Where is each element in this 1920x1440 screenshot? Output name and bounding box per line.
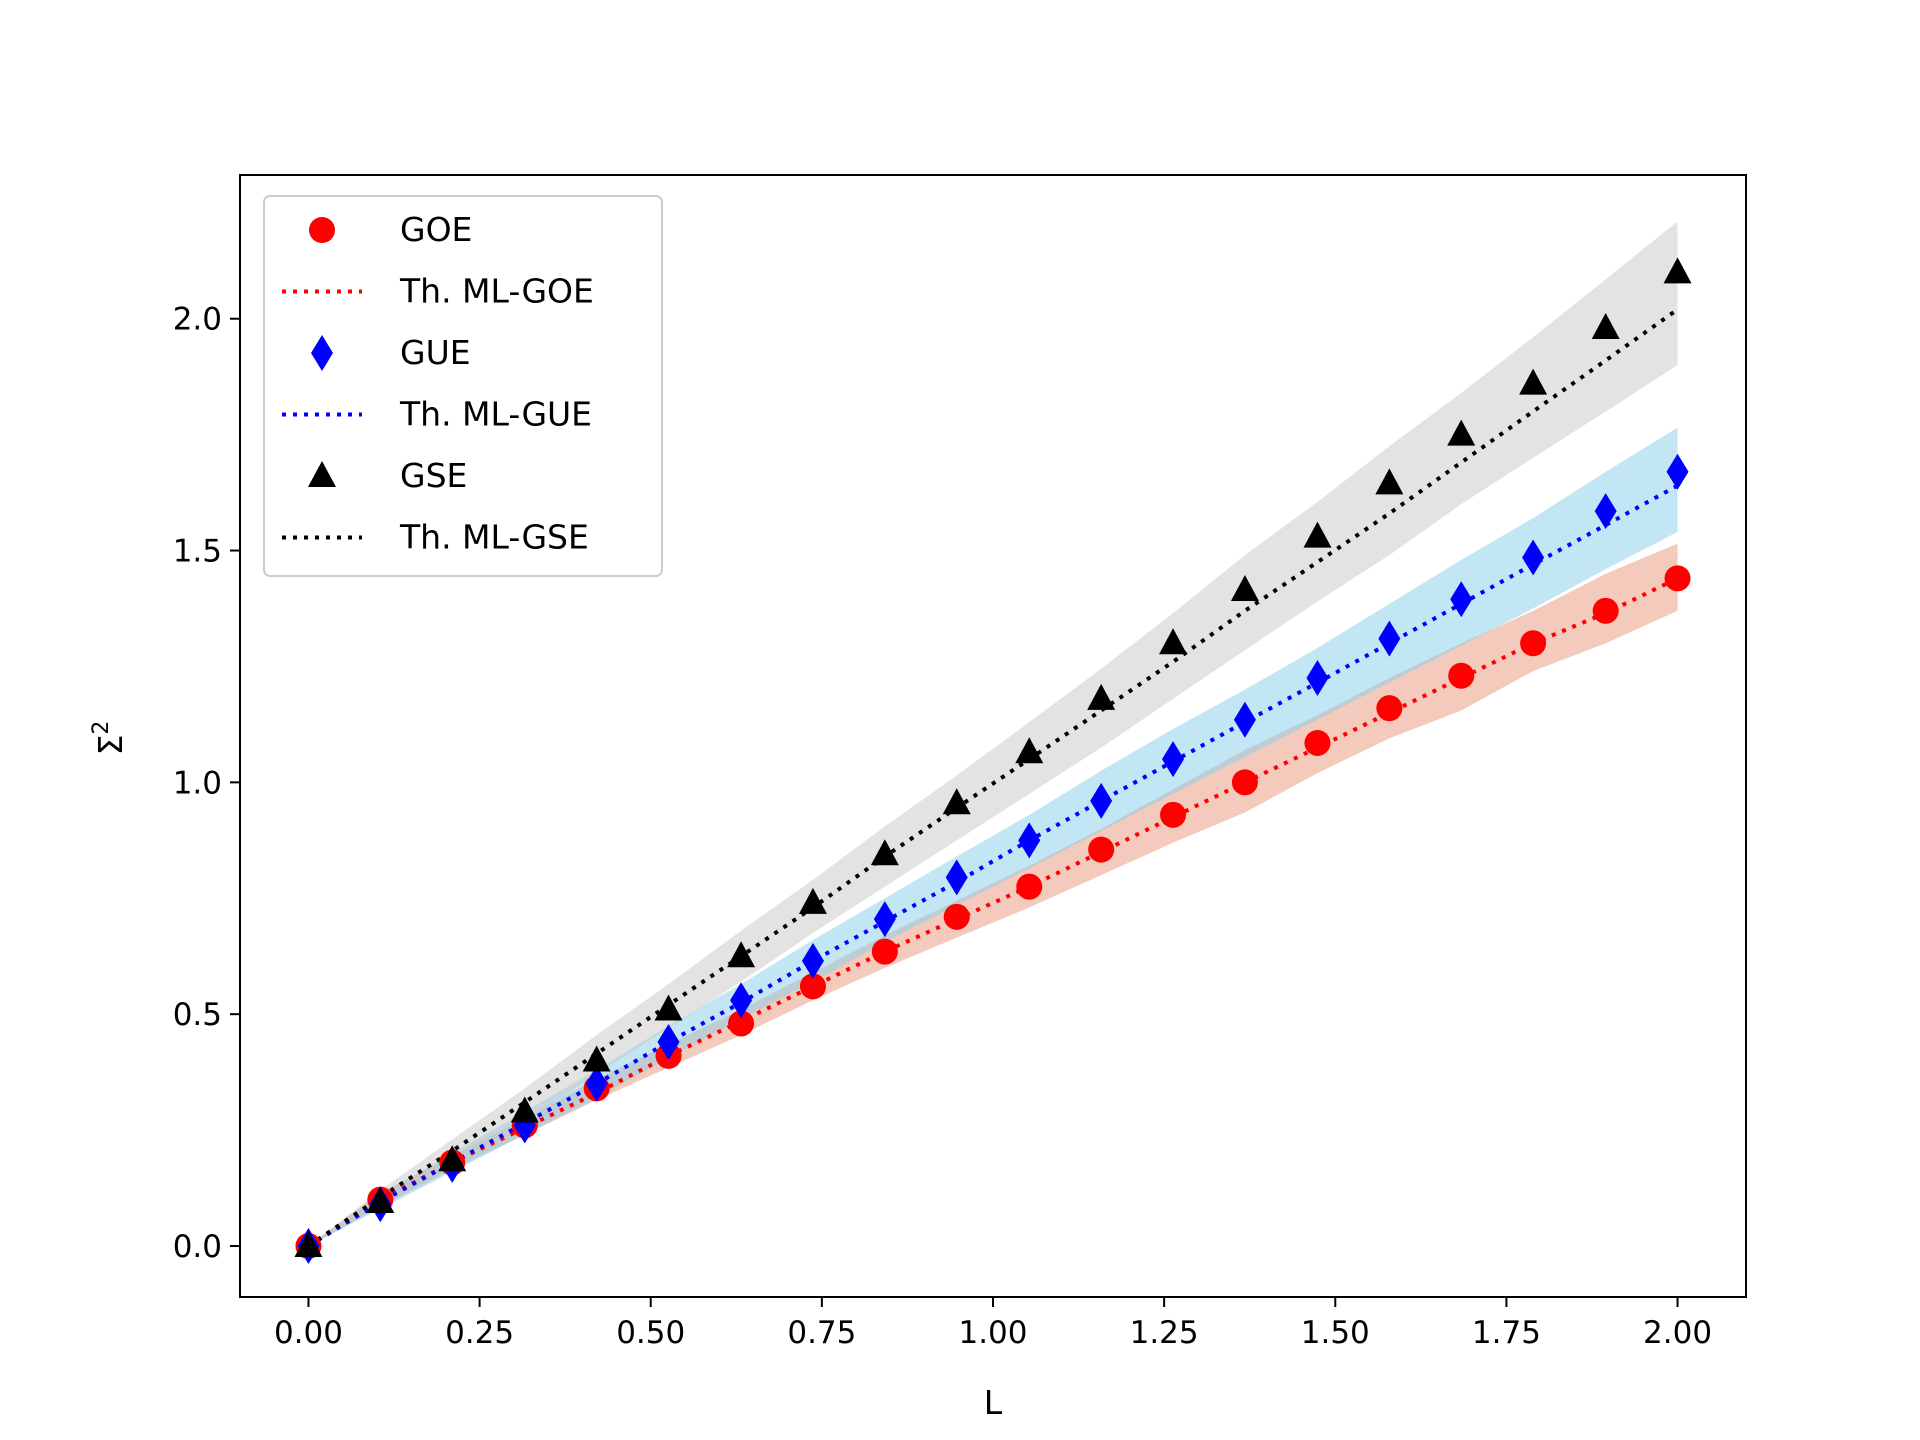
legend-goe-marker (309, 217, 335, 243)
gse-point (1087, 683, 1116, 710)
y-tick-label: 1.5 (173, 534, 222, 570)
data-markers (294, 257, 1692, 1264)
gue-point (1594, 493, 1617, 530)
goe-point (1088, 836, 1115, 863)
gse-point (1591, 313, 1620, 339)
gue-point (1306, 660, 1329, 697)
x-tick-label: 1.50 (1301, 1315, 1370, 1351)
y-tick-label: 1.0 (173, 765, 222, 801)
legend-gse-marker (308, 461, 336, 487)
goe-point (1160, 801, 1187, 828)
gue-point (1522, 539, 1545, 576)
gue-point (801, 942, 824, 979)
goe-point (799, 973, 826, 1000)
legend-goe-label: GOE (400, 210, 472, 249)
goe-point (1448, 662, 1475, 689)
gse-point (1663, 257, 1692, 284)
gse-point (1303, 521, 1332, 548)
gse-point (1375, 468, 1404, 495)
gue-point (945, 859, 968, 896)
legend: GOE Th. ML-GOE GUE Th. ML-GUE GSE Th. ML-GSE (263, 195, 663, 577)
goe-point (1376, 695, 1403, 722)
goe-point (728, 1010, 755, 1037)
gse-point (798, 887, 827, 914)
th-ml-gse-line (307, 307, 1679, 1248)
y-axis-label-symbol: Σ (91, 735, 130, 756)
legend-gue-marker (311, 335, 333, 371)
legend-gue-label: GUE (400, 333, 471, 372)
x-tick-label: 0.75 (787, 1315, 856, 1351)
goe-point (871, 938, 898, 965)
legend-th-ml-gue-label: Th. ML-GUE (399, 395, 592, 434)
gse-point (654, 994, 683, 1021)
gue-point (1378, 620, 1401, 657)
goe-point (1520, 630, 1547, 657)
y-tick-label: 0.5 (173, 997, 222, 1033)
gse-point (1015, 737, 1044, 764)
gse-point (294, 1231, 323, 1257)
gue-point (657, 1024, 680, 1060)
theory-lines (307, 307, 1679, 1248)
gue-point (873, 901, 896, 938)
gue-point (1450, 581, 1473, 618)
goe-point (1304, 729, 1331, 756)
x-axis-label: L (984, 1383, 1003, 1422)
gse-point (1159, 628, 1188, 655)
goe-point (1016, 873, 1043, 900)
gse-point (870, 839, 899, 866)
confidence-bands (308, 221, 1678, 1246)
gse-point (1447, 419, 1476, 446)
y-axis: 0.0 0.5 1.0 1.5 2.0 (173, 302, 240, 1265)
goe-point (943, 903, 970, 930)
x-tick-label: 0.50 (616, 1315, 685, 1351)
gue-point (1090, 782, 1113, 819)
legend-th-ml-goe-label: Th. ML-GOE (399, 272, 594, 311)
y-axis-label-superscript: 2 (89, 721, 114, 735)
legend-gse-label: GSE (400, 456, 467, 495)
gse-point (366, 1186, 395, 1213)
y-tick-label: 2.0 (173, 302, 222, 338)
x-tick-label: 1.25 (1130, 1315, 1199, 1351)
gse-point (1230, 574, 1259, 601)
x-tick-label: 0.25 (445, 1315, 514, 1351)
gue-point (1162, 741, 1185, 778)
gue-band (308, 427, 1678, 1246)
goe-band (308, 543, 1678, 1246)
gse-point (510, 1096, 539, 1123)
gue-point (1018, 822, 1041, 859)
x-tick-label: 0.00 (274, 1315, 343, 1351)
x-axis: 0.00 0.25 0.50 0.75 1.00 1.25 1.50 1.75 2.00 (274, 1297, 1712, 1351)
gse-point (1519, 368, 1548, 395)
gue-point (585, 1065, 608, 1102)
gse-point (942, 788, 971, 815)
x-tick-label: 1.75 (1472, 1315, 1541, 1351)
legend-box (263, 195, 663, 577)
gse-point (727, 941, 756, 968)
goe-point (1592, 597, 1619, 624)
x-tick-label: 1.00 (958, 1315, 1027, 1351)
x-tick-label: 2.00 (1643, 1315, 1712, 1351)
gue-point (730, 982, 753, 1019)
gue-point (1233, 701, 1256, 738)
y-axis-label: Σ2 (89, 721, 130, 756)
gue-point (1666, 453, 1689, 490)
goe-point (1231, 769, 1258, 796)
y-tick-label: 0.0 (173, 1229, 222, 1265)
gse-point (582, 1045, 611, 1072)
gse-point (438, 1145, 467, 1172)
legend-th-ml-gse-label: Th. ML-GSE (399, 518, 589, 557)
goe-point (1664, 565, 1691, 592)
